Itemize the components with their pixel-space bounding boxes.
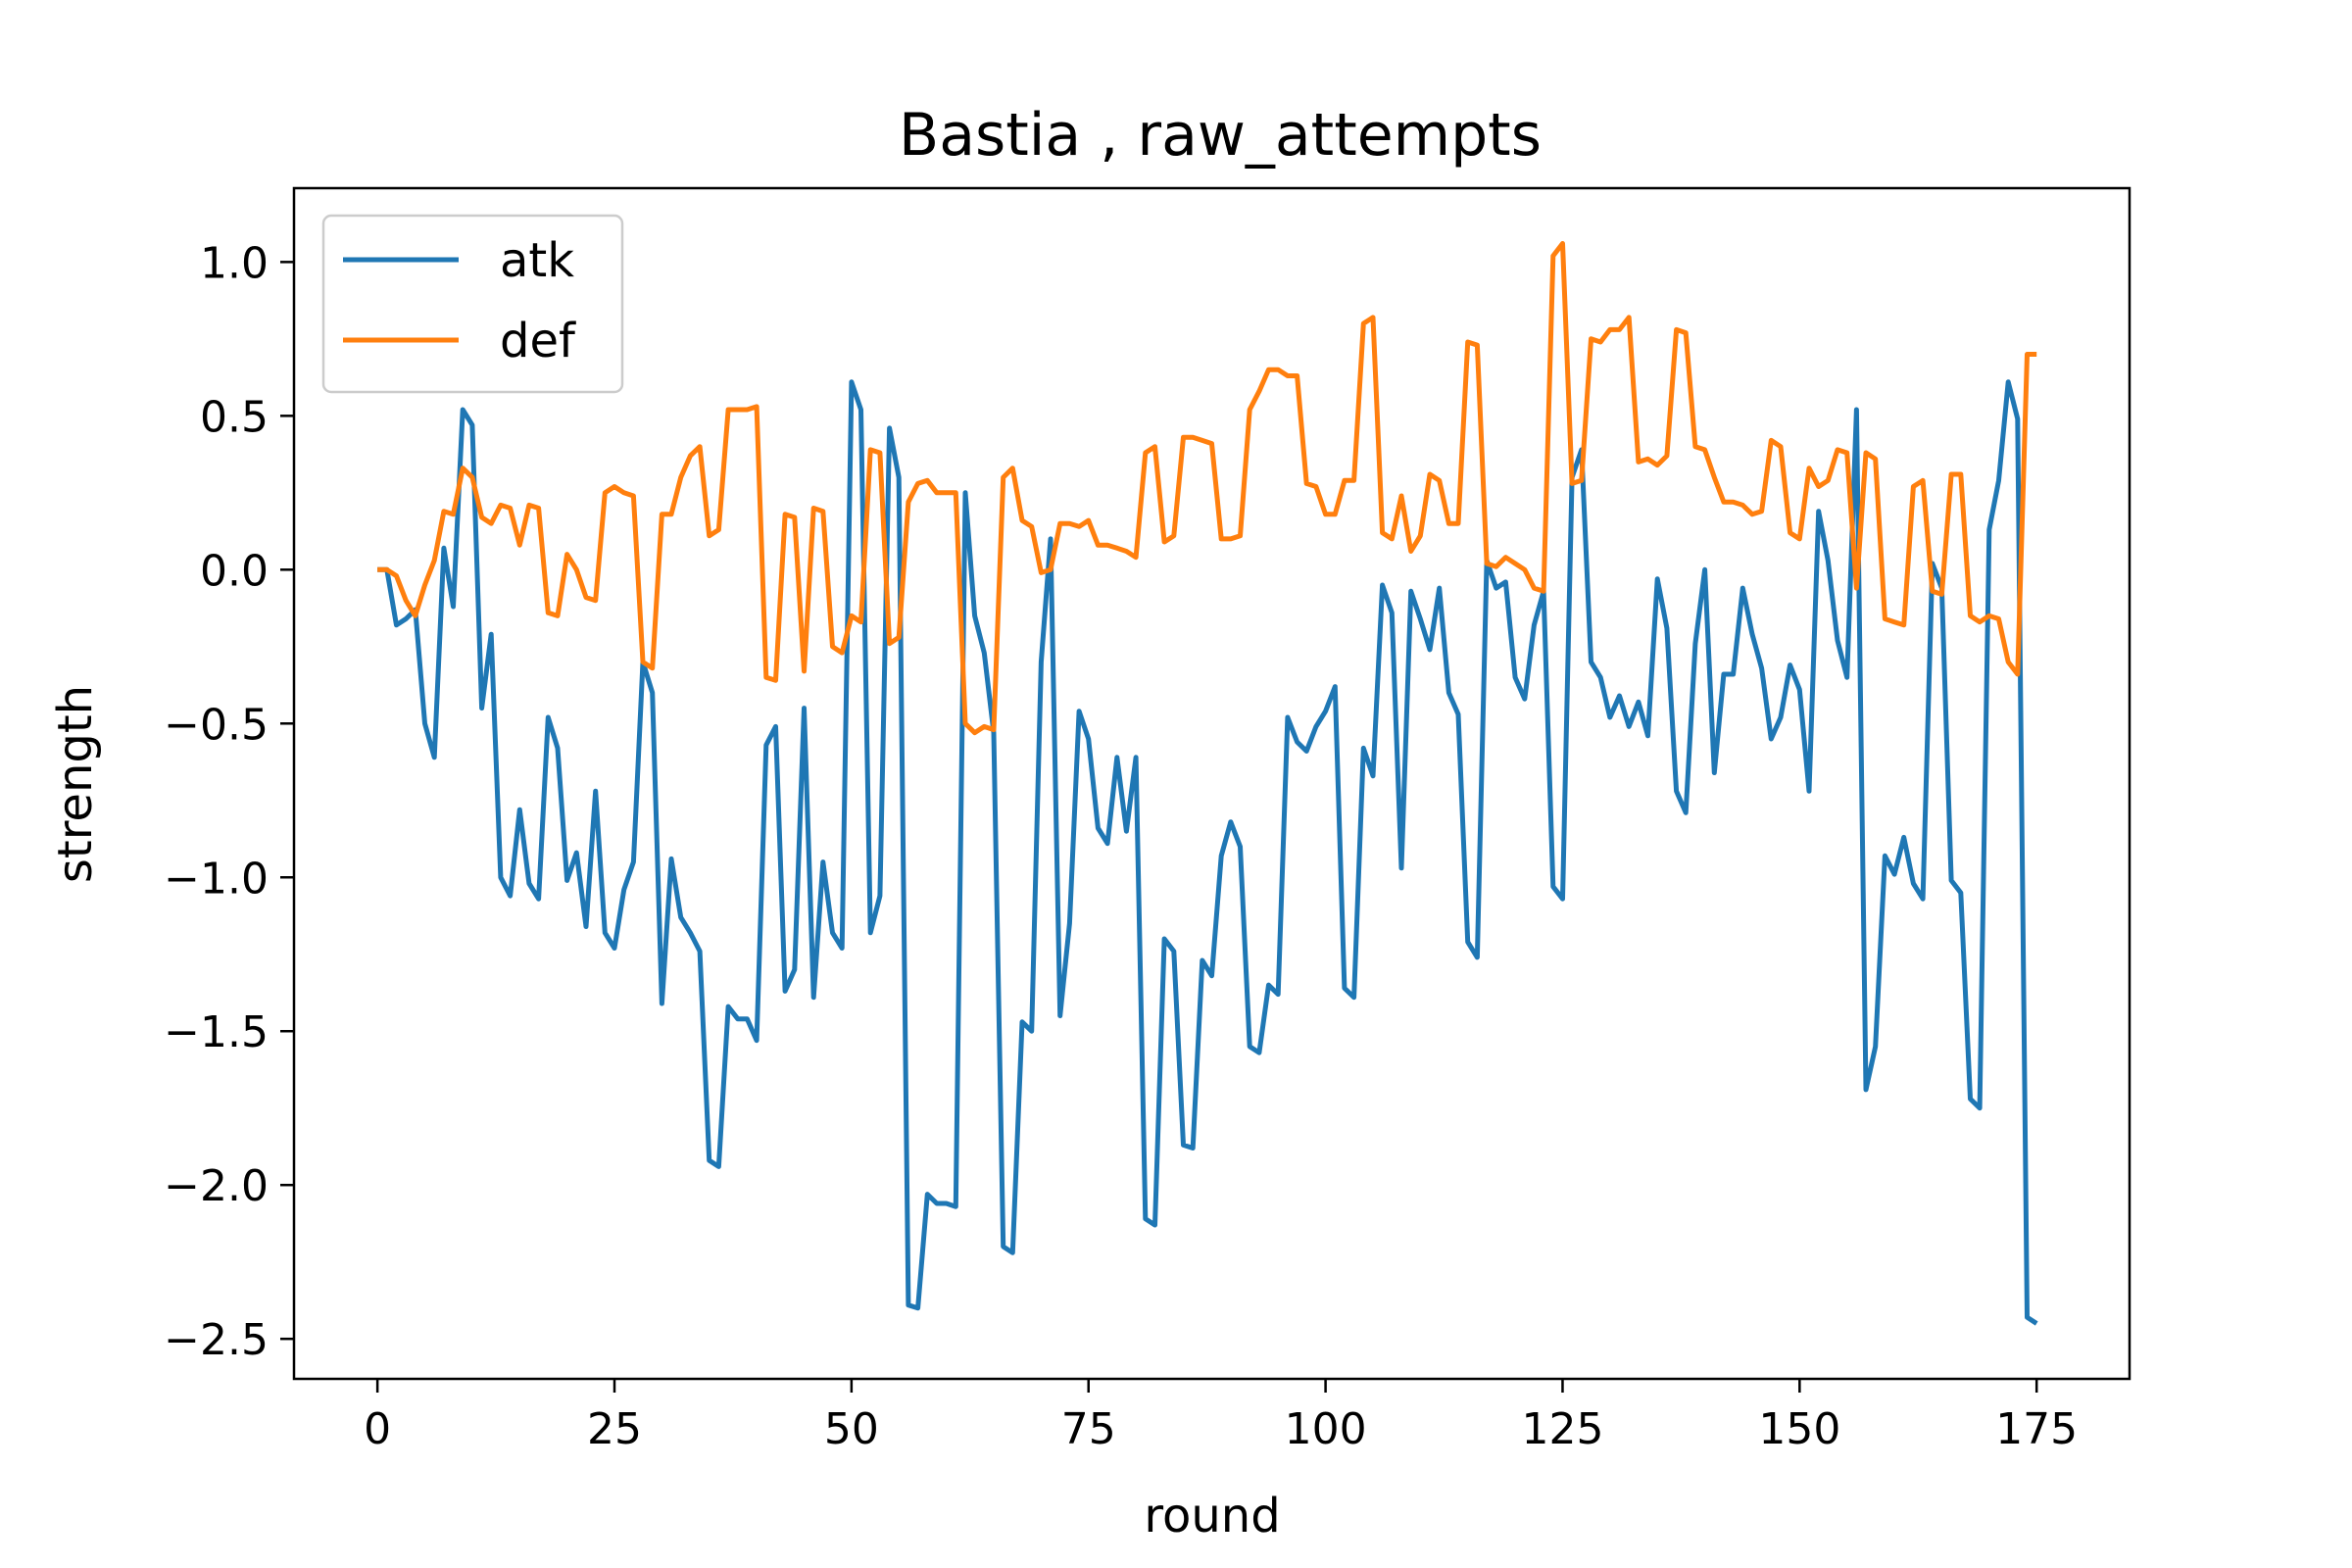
plot-area-frame bbox=[292, 186, 2132, 1381]
y-axis-label: strength bbox=[48, 685, 103, 883]
chart-title: Bastia , raw_attempts bbox=[899, 101, 1542, 170]
series-line-def bbox=[377, 241, 2037, 736]
legend: atk def bbox=[321, 214, 624, 394]
legend-box bbox=[321, 214, 624, 394]
y-tick-label: −1.0 bbox=[164, 854, 269, 904]
series-line-atk bbox=[377, 379, 2038, 1326]
y-tick-label: −1.5 bbox=[164, 1007, 269, 1057]
x-tick-label: 25 bbox=[587, 1404, 642, 1454]
y-tick-label: −2.5 bbox=[164, 1315, 269, 1365]
x-tick-label: 125 bbox=[1521, 1404, 1603, 1454]
legend-label-def: def bbox=[500, 314, 576, 368]
series-layer bbox=[377, 241, 2038, 1326]
y-tick-label: 0.5 bbox=[200, 392, 269, 442]
y-tick-label: 1.0 bbox=[200, 238, 269, 288]
x-axis-label: round bbox=[1144, 1489, 1280, 1544]
y-tick-label: 0.0 bbox=[200, 546, 269, 596]
x-tick-label: 0 bbox=[364, 1404, 391, 1454]
x-tick-label: 150 bbox=[1758, 1404, 1840, 1454]
x-tick-label: 175 bbox=[1995, 1404, 2078, 1454]
x-tick-label: 75 bbox=[1061, 1404, 1116, 1454]
x-axis-ticks: 0 25 50 75 100 125 150 175 bbox=[364, 1379, 2078, 1454]
y-tick-label: −0.5 bbox=[164, 700, 269, 750]
x-tick-label: 100 bbox=[1285, 1404, 1367, 1454]
x-tick-label: 50 bbox=[824, 1404, 879, 1454]
y-axis-ticks: 1.0 0.5 0.0 −0.5 −1.0 −1.5 −2.0 −2.5 bbox=[164, 238, 294, 1365]
y-tick-label: −2.0 bbox=[164, 1161, 269, 1211]
legend-label-atk: atk bbox=[500, 233, 574, 288]
